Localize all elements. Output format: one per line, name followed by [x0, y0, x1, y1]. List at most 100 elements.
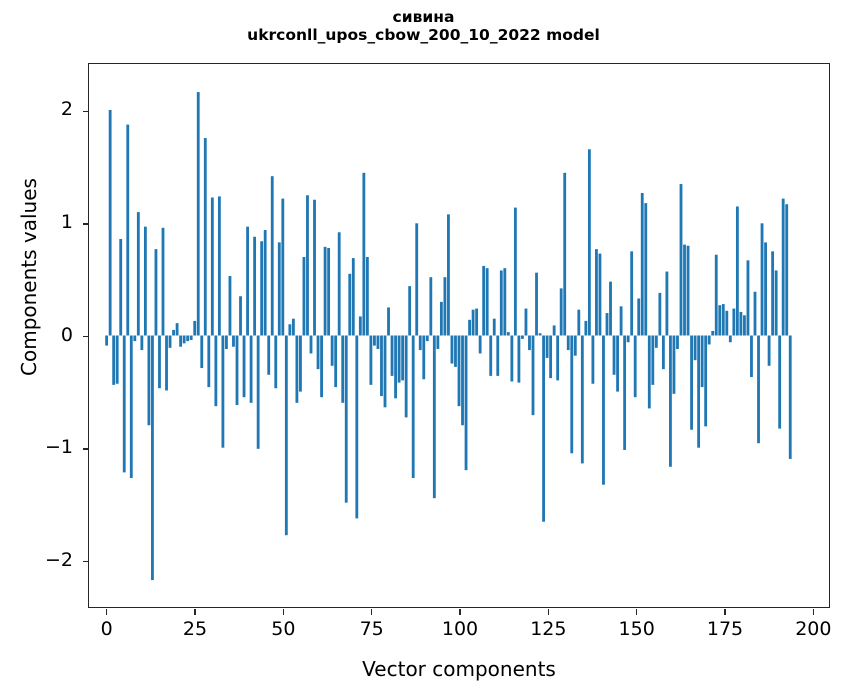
chart-title-block: сивина ukrconll_upos_cbow_200_10_2022 mo… — [0, 8, 847, 45]
bar — [172, 329, 175, 336]
bar — [478, 335, 482, 354]
bar — [334, 335, 338, 388]
bar — [193, 320, 197, 336]
x-tick-label: 175 — [706, 618, 744, 640]
bar — [595, 249, 598, 336]
x-tick-mark — [194, 609, 196, 615]
bar — [355, 335, 359, 519]
bar — [133, 335, 137, 342]
y-tick-label: −1 — [44, 436, 73, 459]
bar — [760, 223, 764, 336]
bar — [404, 335, 408, 418]
bar — [644, 203, 648, 336]
bar — [203, 138, 207, 336]
bar — [767, 335, 771, 366]
bar — [693, 335, 697, 361]
bar — [704, 335, 708, 427]
bar — [510, 335, 514, 382]
bar — [513, 207, 517, 336]
y-tick-mark — [83, 448, 89, 450]
x-axis-label: Vector components — [362, 657, 556, 681]
bar — [676, 335, 679, 349]
bar — [468, 319, 471, 336]
bar — [450, 335, 454, 364]
x-tick-label: 50 — [271, 618, 296, 640]
x-tick-label: 200 — [795, 618, 832, 640]
bar — [538, 333, 542, 336]
bar — [746, 260, 750, 336]
bar — [217, 196, 221, 336]
bar — [281, 198, 285, 336]
bar — [605, 313, 609, 336]
bar — [626, 335, 630, 343]
x-axis-ticks: 0 25 50 75 100 125 150 175 200 — [89, 64, 831, 640]
bar — [373, 335, 376, 346]
bar — [327, 247, 331, 336]
bar — [422, 335, 426, 380]
chart-title: сивина — [392, 8, 455, 26]
bar — [186, 335, 190, 342]
bar — [221, 335, 225, 448]
bar — [277, 242, 281, 336]
bar-chart-svg — [105, 92, 792, 581]
bar — [750, 335, 753, 378]
bar — [757, 335, 760, 444]
y-tick-label: 0 — [60, 323, 73, 346]
bar — [609, 281, 612, 336]
bar — [718, 305, 722, 336]
bar — [714, 254, 718, 336]
bar — [725, 310, 729, 336]
x-tick-mark — [635, 609, 638, 615]
bar — [778, 335, 782, 429]
bar — [214, 335, 218, 407]
bar — [175, 323, 179, 336]
bar — [189, 335, 193, 340]
x-tick-mark — [105, 609, 108, 615]
bar — [630, 251, 634, 336]
bar — [443, 277, 447, 336]
bar — [225, 335, 228, 349]
x-tick-label: 125 — [530, 618, 567, 640]
bar — [549, 335, 553, 379]
bar — [154, 249, 158, 336]
y-axis-label: Components values — [17, 178, 41, 376]
y-tick-label: 2 — [60, 98, 73, 121]
bar — [299, 335, 302, 392]
bar — [284, 335, 288, 536]
bar — [313, 199, 316, 336]
bar — [207, 335, 211, 388]
bar — [365, 256, 369, 336]
x-tick-label: 100 — [441, 618, 479, 640]
x-tick-mark — [812, 609, 814, 615]
bar — [690, 335, 693, 430]
bar — [753, 291, 757, 336]
bar — [545, 335, 549, 358]
bar — [669, 335, 672, 467]
bar — [573, 335, 577, 356]
bar — [517, 335, 521, 383]
bar — [457, 335, 461, 407]
bar — [143, 226, 147, 336]
bar — [679, 184, 683, 336]
bar — [584, 320, 588, 336]
bar — [295, 335, 299, 403]
bar — [721, 304, 725, 336]
bar — [570, 335, 574, 454]
bar — [256, 335, 260, 449]
x-tick-mark — [724, 609, 726, 615]
bar — [633, 335, 637, 398]
bar — [387, 307, 390, 336]
bar — [232, 335, 235, 347]
bar — [711, 331, 715, 336]
bar — [577, 309, 581, 336]
bar — [616, 335, 619, 392]
bar — [239, 296, 242, 336]
y-axis-ticks: −2 −1 0 1 2 — [45, 64, 829, 607]
bar — [390, 335, 394, 376]
bar — [542, 335, 545, 522]
bar — [524, 308, 528, 336]
bar — [425, 335, 429, 342]
bar — [337, 232, 341, 336]
bar — [492, 318, 496, 336]
